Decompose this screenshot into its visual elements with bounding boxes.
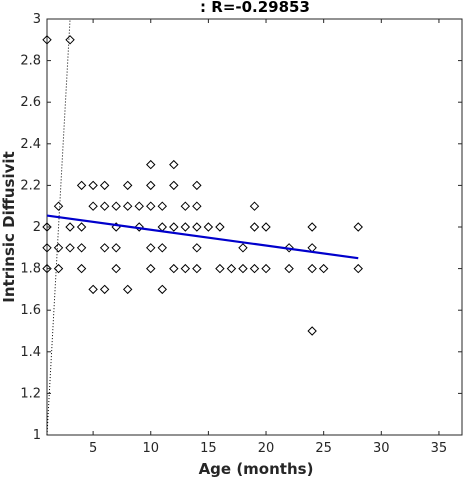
data-point <box>88 284 98 295</box>
data-point <box>169 222 179 232</box>
data-point <box>192 243 202 253</box>
data-point <box>88 201 98 211</box>
confidence-line-layer <box>46 18 71 436</box>
x-tick-label: 10 <box>142 441 159 456</box>
data-point <box>249 222 260 232</box>
x-tick-label: 15 <box>200 441 217 456</box>
data-point <box>157 284 167 295</box>
data-point <box>111 243 121 253</box>
data-point <box>99 180 110 191</box>
data-point <box>238 263 248 274</box>
data-point <box>318 263 329 274</box>
data-point <box>134 222 144 232</box>
data-point <box>180 201 191 211</box>
y-tick-label: 1.4 <box>20 345 41 360</box>
data-point <box>169 159 179 170</box>
y-tick-label: 2.6 <box>20 95 41 110</box>
y-tick-label: 2.4 <box>20 137 41 152</box>
x-tick-label: 35 <box>431 441 448 456</box>
data-point <box>76 222 87 232</box>
data-point <box>122 180 133 191</box>
data-point <box>76 263 87 274</box>
data-point <box>192 222 202 232</box>
y-tick-label: 1 <box>33 428 41 443</box>
data-point <box>53 243 64 253</box>
data-point <box>307 222 317 232</box>
data-point <box>261 263 271 274</box>
x-tick-label: 20 <box>258 441 275 456</box>
data-point <box>111 263 121 274</box>
points-layer <box>42 35 363 336</box>
data-point <box>122 284 133 295</box>
data-point <box>249 201 260 211</box>
data-point <box>42 35 52 45</box>
data-point <box>53 201 64 211</box>
data-point <box>65 222 75 232</box>
data-point <box>99 201 110 211</box>
data-point <box>261 222 271 232</box>
data-point <box>146 159 156 170</box>
data-point <box>76 243 87 253</box>
data-point <box>42 263 52 274</box>
x-tick-label: 30 <box>373 441 390 456</box>
y-tick-label: 2.8 <box>20 54 41 69</box>
y-axis-label: Intrinsic Diffusivit <box>0 151 18 302</box>
data-point <box>238 243 248 253</box>
data-point <box>42 222 52 232</box>
data-point <box>65 35 75 45</box>
data-point <box>146 263 156 274</box>
confidence-line <box>46 18 71 436</box>
data-point <box>226 263 237 274</box>
data-point <box>203 222 214 232</box>
y-tick-label: 1.8 <box>20 262 41 277</box>
y-tick-label: 1.6 <box>20 303 41 318</box>
data-point <box>146 180 156 191</box>
data-point <box>146 243 156 253</box>
data-point <box>157 243 167 253</box>
data-point <box>307 263 317 274</box>
data-point <box>180 263 191 274</box>
data-point <box>111 201 121 211</box>
data-point <box>215 263 225 274</box>
data-point <box>53 263 64 274</box>
plot-frame <box>46 18 463 436</box>
data-point <box>192 180 202 191</box>
data-point <box>169 263 179 274</box>
x-axis-label: Age (months) <box>199 460 314 478</box>
data-point <box>99 284 110 295</box>
data-point <box>353 222 363 232</box>
data-point <box>192 201 202 211</box>
data-point <box>215 222 225 232</box>
data-point <box>42 243 52 253</box>
regression-line <box>46 214 359 260</box>
data-point <box>157 201 167 211</box>
data-point <box>169 180 179 191</box>
data-point <box>353 263 363 274</box>
data-point <box>146 201 156 211</box>
data-point <box>65 243 75 253</box>
data-point <box>307 326 317 336</box>
x-axis: 5 10 15 20 25 30 35 <box>89 19 447 456</box>
data-point <box>134 201 144 211</box>
data-point <box>88 180 98 191</box>
data-point <box>99 243 110 253</box>
y-tick-label: 2.2 <box>20 178 41 193</box>
y-tick-label: 2 <box>33 220 41 235</box>
y-tick-label: 1.2 <box>20 386 41 401</box>
data-point <box>284 263 294 274</box>
data-point <box>192 263 202 274</box>
plot-area <box>42 18 463 436</box>
fit-line-layer <box>46 214 359 260</box>
data-point <box>76 180 87 191</box>
y-axis: 1 1.2 1.4 1.6 1.8 2 2.2 2.4 2.6 2.8 3 <box>20 12 462 443</box>
y-tick-label: 3 <box>33 12 41 27</box>
data-point <box>180 222 191 232</box>
data-point <box>284 243 294 253</box>
data-point <box>249 263 260 274</box>
x-tick-label: 25 <box>315 441 332 456</box>
data-point <box>122 201 133 211</box>
x-tick-label: 5 <box>89 441 97 456</box>
chart-title: : R=-0.29853 <box>200 0 310 16</box>
